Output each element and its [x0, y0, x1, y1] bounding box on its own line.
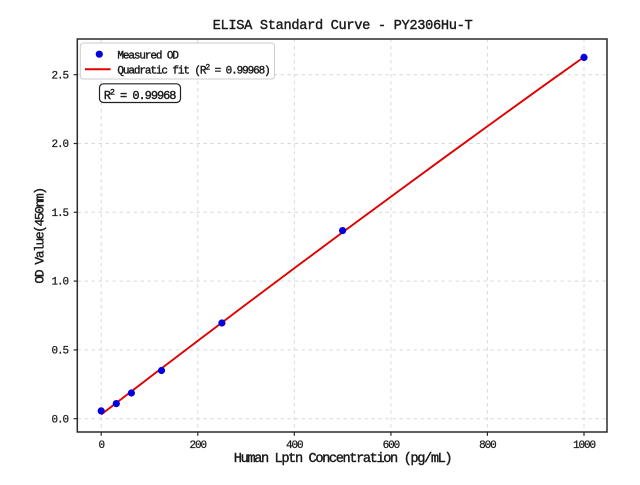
svg-text:0: 0 [98, 440, 104, 452]
svg-text:0.0: 0.0 [51, 414, 68, 426]
svg-text:2.5: 2.5 [51, 70, 68, 82]
svg-text:1.0: 1.0 [51, 277, 68, 289]
svg-text:Quadratic fit (R2 = 0.99968): Quadratic fit (R2 = 0.99968) [117, 63, 269, 77]
svg-text:400: 400 [286, 440, 303, 452]
svg-text:800: 800 [479, 440, 496, 452]
svg-text:OD Value(450nm): OD Value(450nm) [33, 188, 48, 283]
svg-text:0.5: 0.5 [51, 346, 68, 358]
svg-text:600: 600 [383, 440, 400, 452]
svg-text:R2 = 0.99968: R2 = 0.99968 [104, 88, 177, 103]
svg-text:Measured OD: Measured OD [117, 50, 179, 62]
svg-text:2.0: 2.0 [51, 139, 68, 151]
svg-text:Human Lptn Concentration (pg/m: Human Lptn Concentration (pg/mL) [234, 452, 451, 467]
svg-text:200: 200 [190, 440, 207, 452]
svg-text:1.5: 1.5 [51, 208, 68, 220]
svg-text:1000: 1000 [573, 440, 596, 452]
svg-text:ELISA Standard Curve - PY2306H: ELISA Standard Curve - PY2306Hu-T [213, 19, 473, 34]
